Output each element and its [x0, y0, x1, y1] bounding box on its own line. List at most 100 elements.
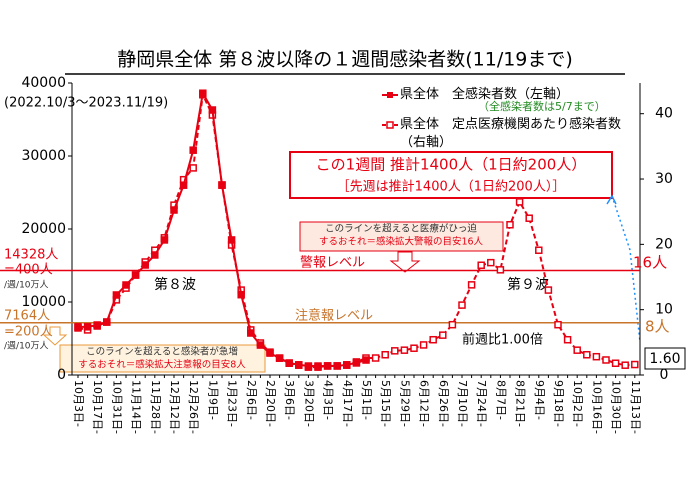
x-tick-label: 9月18日- — [552, 380, 565, 427]
annotation: 1.60 — [649, 351, 680, 367]
y-tick-label: 10000 — [21, 294, 66, 310]
legend-label: 県全体 定点医療機関あたり感染者数（右軸） — [400, 117, 622, 150]
point — [400, 346, 409, 354]
point — [93, 321, 101, 329]
annotation: 前週比1.00倍 — [462, 332, 543, 348]
point — [237, 290, 245, 299]
point — [352, 359, 361, 367]
point — [525, 214, 533, 222]
x-tick-label: 11月28日- — [149, 380, 162, 434]
y2-tick-label: 20 — [655, 236, 673, 252]
point — [295, 361, 303, 369]
point — [131, 271, 140, 279]
callout-box — [299, 221, 504, 252]
x-tick-label: 12月26日- — [187, 380, 200, 434]
callout-text: するおそれ＝感染拡大警報の目安16人 — [319, 236, 484, 248]
legend-note: （全感染者数は5/7まで） — [478, 99, 606, 113]
point — [583, 350, 591, 359]
reference-left-label: /週/10万人 — [4, 280, 49, 291]
point — [621, 361, 629, 369]
x-tick-label: 7月10日- — [456, 380, 469, 427]
point — [554, 320, 562, 329]
x-tick-label: 4月17日- — [341, 380, 354, 427]
last-value-box — [644, 347, 686, 370]
arrow — [389, 251, 421, 273]
reference-left-label: =200人 — [4, 325, 53, 340]
reference-left-label: 7164人 — [4, 309, 50, 324]
reference-right-label: 8人 — [645, 318, 670, 336]
point — [343, 361, 351, 369]
legend-marker — [387, 92, 393, 98]
reference-left-label: 14328人 — [4, 248, 58, 263]
point — [631, 360, 639, 369]
headline-box — [289, 151, 613, 199]
point — [179, 181, 188, 189]
point — [323, 362, 332, 370]
y2-tick-label: 0 — [660, 367, 669, 383]
point — [247, 329, 255, 337]
point — [141, 261, 149, 269]
callout-text: このラインを超えると医療がひっ迫 — [325, 223, 477, 235]
x-tick-label: 3月20日- — [302, 380, 315, 427]
x-tick-label: 8月7日- — [494, 380, 507, 420]
x-tick-label: 2月20日- — [264, 380, 277, 427]
point — [371, 354, 380, 362]
x-tick-label: 3月6日- — [283, 380, 296, 420]
x-tick-label: 1月9日- — [206, 380, 219, 420]
y2-tick-label: 10 — [655, 302, 673, 318]
annotation: 第９波 — [507, 276, 549, 293]
point — [535, 246, 543, 254]
pointer — [606, 194, 617, 205]
point — [592, 352, 601, 361]
point — [103, 318, 111, 326]
point — [266, 349, 274, 357]
reference-right-label: 16人 — [633, 254, 667, 272]
point — [458, 301, 466, 309]
x-tick-label: 10月31日- — [110, 380, 123, 434]
point — [227, 236, 236, 244]
y-tick-label: 40000 — [21, 75, 66, 91]
point — [487, 258, 495, 267]
point — [304, 362, 313, 370]
legend-marker — [386, 121, 394, 129]
x-tick-label: 2月6日- — [245, 380, 258, 420]
point — [333, 362, 341, 370]
point — [256, 341, 265, 349]
point — [151, 251, 159, 259]
y2-tick-label: 30 — [655, 171, 673, 187]
point — [218, 181, 226, 189]
reference-left-label: =400人 — [4, 263, 53, 278]
x-tick-label: 11月13日- — [629, 380, 642, 434]
point — [573, 346, 581, 354]
point — [381, 350, 389, 359]
x-tick-label: 4月3日- — [322, 380, 335, 420]
y2-tick-label: 40 — [655, 106, 673, 122]
point — [208, 106, 217, 114]
reference-label: 注意報レベル — [295, 308, 373, 324]
point — [496, 266, 505, 274]
point — [112, 291, 121, 299]
subtitle: (2022.10/3～2023.11/19) — [4, 96, 168, 111]
x-tick-label: 12月12日- — [168, 380, 181, 434]
x-tick-label: 10月16日- — [590, 380, 603, 434]
arrow — [42, 326, 68, 346]
point — [189, 164, 197, 172]
y-tick-label: 30000 — [21, 148, 66, 164]
point — [563, 335, 572, 344]
callout-box — [59, 344, 266, 373]
point — [362, 356, 370, 364]
point — [74, 323, 82, 331]
point — [506, 221, 514, 229]
point — [199, 89, 207, 97]
x-tick-label: 6月12日- — [418, 380, 431, 427]
point — [170, 206, 178, 214]
point — [429, 335, 437, 344]
headline: この1週間 推計1400人（1日約200人） — [316, 156, 587, 174]
point — [275, 354, 284, 362]
y-tick-label: 20000 — [21, 221, 66, 237]
reference-left-label: /週/10万人 — [4, 341, 49, 352]
pointer — [611, 195, 641, 343]
callout-text: するおそれ＝感染拡大注意報の目安8人 — [78, 359, 246, 371]
x-tick-label: 9月4日- — [533, 380, 546, 420]
